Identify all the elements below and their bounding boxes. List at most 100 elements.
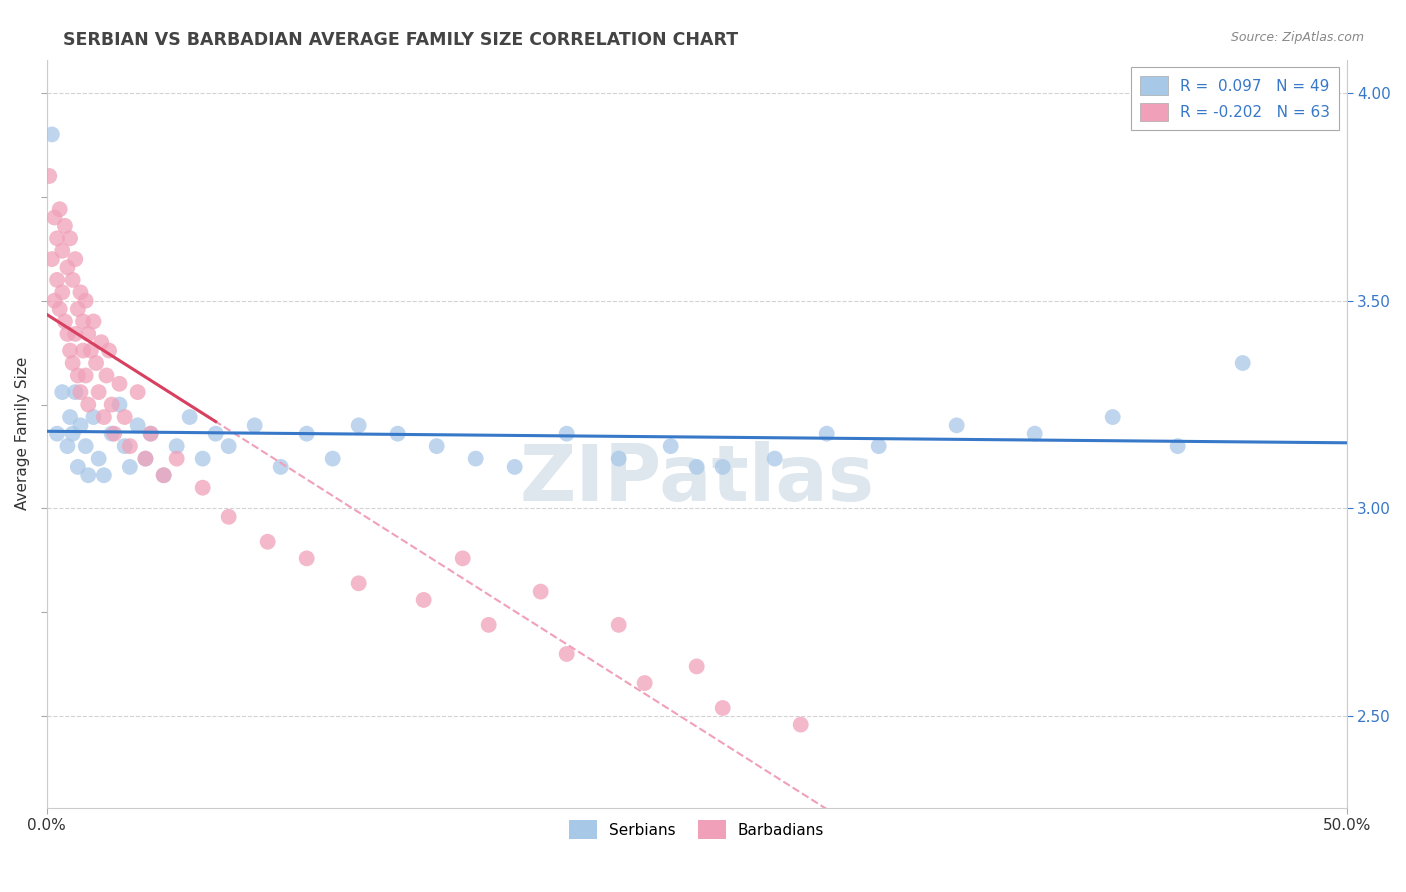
Point <box>41 128 63 142</box>
Point <box>763 451 786 466</box>
Point <box>789 717 811 731</box>
Point <box>218 439 240 453</box>
Point <box>152 468 174 483</box>
Point <box>711 459 734 474</box>
Point <box>65 385 87 400</box>
Point <box>711 701 734 715</box>
Point <box>84 356 107 370</box>
Point <box>75 439 97 453</box>
Point <box>659 439 682 453</box>
Point <box>139 426 162 441</box>
Point <box>108 376 131 391</box>
Point <box>72 314 94 328</box>
Text: SERBIAN VS BARBADIAN AVERAGE FAMILY SIZE CORRELATION CHART: SERBIAN VS BARBADIAN AVERAGE FAMILY SIZE… <box>63 31 738 49</box>
Point <box>87 451 110 466</box>
Point <box>426 439 449 453</box>
Point <box>555 426 578 441</box>
Point <box>868 439 890 453</box>
Point <box>1167 439 1189 453</box>
Point <box>90 335 112 350</box>
Point <box>100 426 122 441</box>
Point <box>82 314 104 328</box>
Point <box>347 418 370 433</box>
Point <box>62 356 84 370</box>
Point <box>686 659 709 673</box>
Point <box>56 439 79 453</box>
Point <box>53 314 76 328</box>
Point <box>65 252 87 266</box>
Point <box>478 618 501 632</box>
Point <box>62 426 84 441</box>
Point <box>134 451 156 466</box>
Point <box>66 368 89 383</box>
Point <box>59 343 82 358</box>
Point <box>118 459 141 474</box>
Point <box>51 385 73 400</box>
Point <box>127 418 149 433</box>
Point <box>166 451 188 466</box>
Text: ZIPatlas: ZIPatlas <box>519 441 875 516</box>
Point <box>69 418 91 433</box>
Point <box>218 509 240 524</box>
Point <box>555 647 578 661</box>
Point <box>82 410 104 425</box>
Point <box>44 211 66 225</box>
Legend: Serbians, Barbadians: Serbians, Barbadians <box>562 814 831 845</box>
Point <box>96 368 118 383</box>
Point <box>72 343 94 358</box>
Point <box>59 410 82 425</box>
Text: Source: ZipAtlas.com: Source: ZipAtlas.com <box>1230 31 1364 45</box>
Point <box>38 169 60 183</box>
Point <box>256 534 278 549</box>
Point <box>66 301 89 316</box>
Point <box>945 418 967 433</box>
Point <box>65 326 87 341</box>
Point <box>191 451 214 466</box>
Point <box>77 468 100 483</box>
Point <box>152 468 174 483</box>
Point <box>75 368 97 383</box>
Point <box>139 426 162 441</box>
Y-axis label: Average Family Size: Average Family Size <box>15 357 30 510</box>
Point <box>62 273 84 287</box>
Point <box>51 244 73 258</box>
Point <box>191 481 214 495</box>
Point <box>179 410 201 425</box>
Point <box>686 459 709 474</box>
Point <box>56 260 79 275</box>
Point <box>46 231 69 245</box>
Point <box>98 343 121 358</box>
Point <box>607 618 630 632</box>
Point <box>69 285 91 300</box>
Point <box>815 426 838 441</box>
Point <box>66 459 89 474</box>
Point <box>503 459 526 474</box>
Point <box>1232 356 1254 370</box>
Point <box>204 426 226 441</box>
Point <box>387 426 409 441</box>
Point <box>93 410 115 425</box>
Point <box>166 439 188 453</box>
Point <box>87 385 110 400</box>
Point <box>114 439 136 453</box>
Point <box>46 273 69 287</box>
Point <box>412 593 434 607</box>
Point <box>118 439 141 453</box>
Point <box>77 398 100 412</box>
Point <box>134 451 156 466</box>
Point <box>80 343 103 358</box>
Point <box>530 584 553 599</box>
Point <box>607 451 630 466</box>
Point <box>69 385 91 400</box>
Point <box>41 252 63 266</box>
Point <box>59 231 82 245</box>
Point <box>451 551 474 566</box>
Point <box>1024 426 1046 441</box>
Point <box>322 451 344 466</box>
Point <box>77 326 100 341</box>
Point <box>51 285 73 300</box>
Point <box>75 293 97 308</box>
Point <box>108 398 131 412</box>
Point <box>56 326 79 341</box>
Point <box>127 385 149 400</box>
